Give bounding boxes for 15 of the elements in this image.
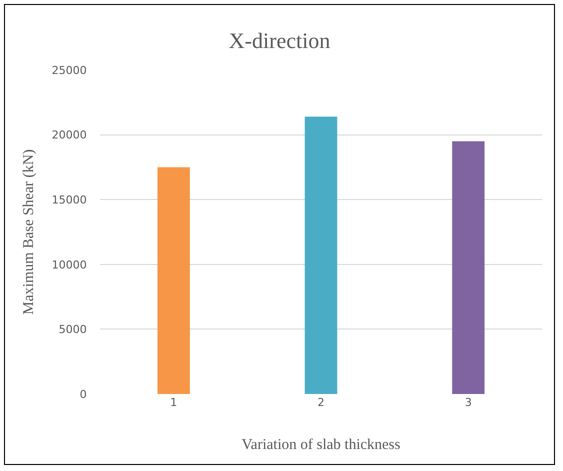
y-tick-label: 20000 bbox=[52, 128, 87, 142]
y-tick-label: 0 bbox=[80, 388, 87, 401]
y-tick-label: 5000 bbox=[58, 323, 87, 336]
y-axis-title: Maximum Base Shear (kN) bbox=[21, 149, 38, 315]
y-tick-label: 10000 bbox=[52, 258, 87, 272]
y-tick-label: 15000 bbox=[52, 193, 87, 206]
x-tick-label: 2 bbox=[318, 396, 324, 409]
bar bbox=[157, 167, 190, 394]
y-tick-label: 25000 bbox=[52, 64, 87, 77]
x-tick-label: 3 bbox=[464, 396, 472, 409]
x-axis-title: Variation of slab thickness bbox=[242, 437, 401, 453]
bar bbox=[452, 141, 485, 394]
bar bbox=[304, 116, 338, 394]
chart-title: X-direction bbox=[228, 28, 330, 53]
x-tick-label: 1 bbox=[170, 396, 178, 409]
